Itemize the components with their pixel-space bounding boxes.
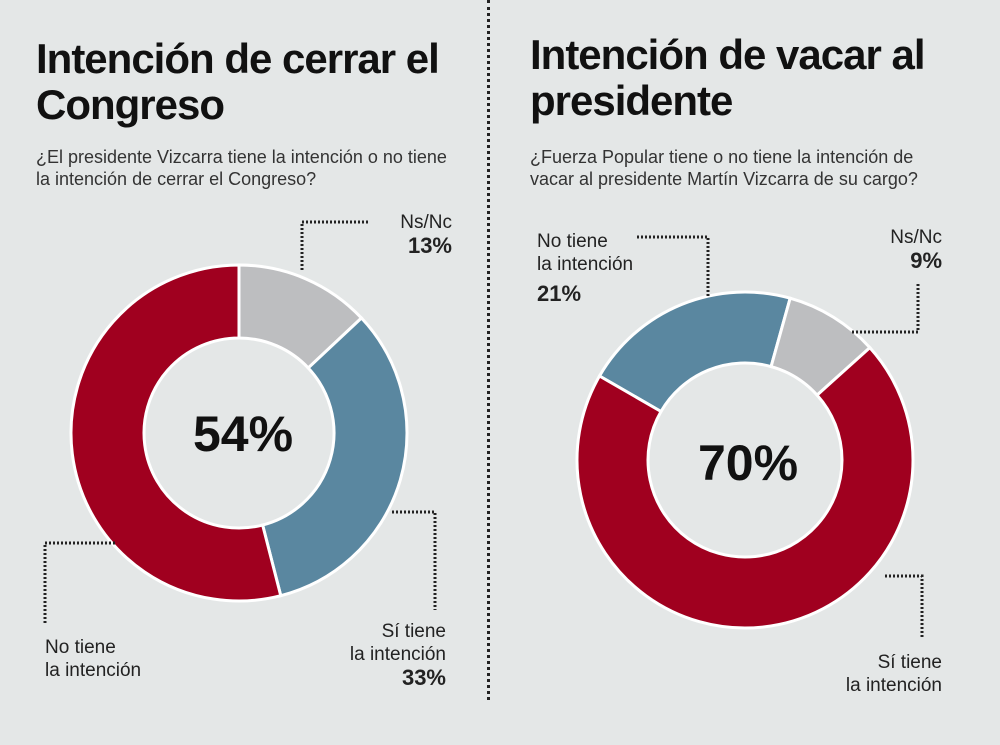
- leader-left-no: [43, 541, 115, 625]
- label-text: Sí tiene: [381, 621, 446, 642]
- label-text: No tiene: [537, 231, 608, 252]
- label-right-nsnc: Ns/Nc 9%: [860, 226, 942, 272]
- leader-left-nsnc: [300, 220, 368, 270]
- label-text: la intención: [845, 675, 942, 696]
- label-value: 9%: [910, 248, 942, 273]
- donut-slice-s-tiene-la-intenci-n: [575, 345, 915, 630]
- leader-right-nsnc: [852, 282, 920, 334]
- label-text: Ns/Nc: [890, 227, 942, 248]
- label-text: Ns/Nc: [400, 212, 452, 233]
- label-left-si: Sí tiene la intención 33%: [310, 620, 446, 689]
- chart-subtitle-left: ¿El presidente Vizcarra tiene la intenci…: [36, 147, 447, 189]
- donut-left: [69, 263, 409, 603]
- leader-right-si: [885, 574, 924, 638]
- label-right-no: No tiene la intención 21%: [537, 230, 633, 305]
- label-text: No tiene: [45, 637, 116, 658]
- label-left-nsnc: Ns/Nc 13%: [372, 211, 452, 257]
- donut-slice-s-tiene-la-intenci-n: [260, 315, 409, 598]
- panel-divider: [487, 0, 490, 700]
- chart-title-right: Intención de vacar al presidente: [530, 31, 926, 124]
- donut-right: [575, 290, 915, 630]
- label-right-si: Sí tiene la intención: [800, 651, 942, 697]
- chart-subtitle-right: ¿Fuerza Popular tiene o no tiene la inte…: [530, 147, 918, 189]
- label-value: 21%: [537, 281, 582, 306]
- chart-title-left: Intención de cerrar el Congreso: [36, 35, 440, 128]
- leader-left-si: [392, 510, 437, 610]
- donut-slice-no-tiene-la-intenci-n: [597, 290, 793, 414]
- label-text: Sí tiene: [877, 652, 942, 673]
- donut-slice-no-tiene-la-intenci-n: [69, 263, 283, 603]
- center-label-left: 54%: [193, 406, 293, 462]
- center-label-right: 70%: [698, 435, 798, 491]
- label-value: 33%: [401, 665, 446, 690]
- label-left-no: No tiene la intención: [45, 636, 141, 682]
- label-text: la intención: [45, 660, 142, 681]
- label-text: la intención: [349, 644, 446, 665]
- label-value: 13%: [407, 233, 452, 258]
- label-text: la intención: [537, 254, 634, 275]
- leader-lines: [43, 220, 924, 638]
- leader-right-no: [636, 235, 710, 296]
